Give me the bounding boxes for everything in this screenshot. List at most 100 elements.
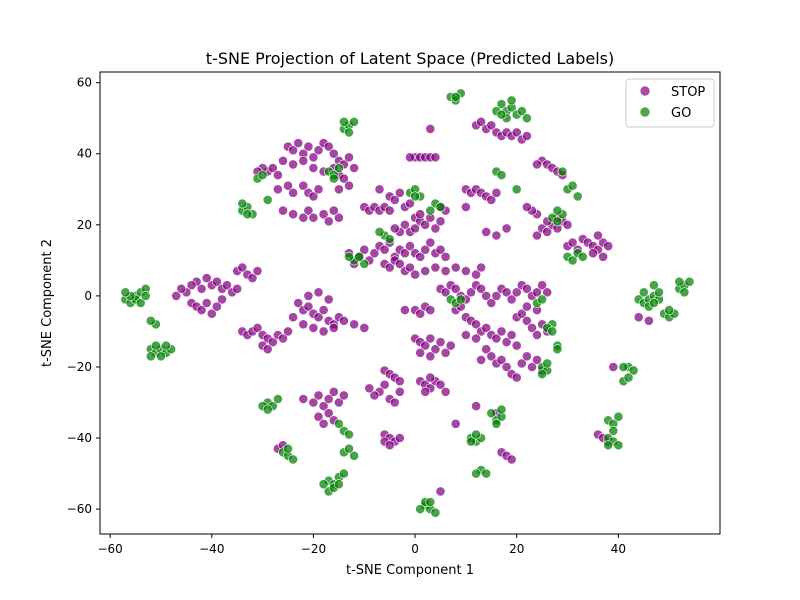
point-go [649, 280, 659, 291]
x-tick-label: 40 [611, 542, 626, 556]
point-stop [522, 202, 532, 212]
point-stop [511, 340, 522, 351]
point-go [338, 468, 349, 479]
point-stop [399, 219, 410, 230]
point-stop [425, 372, 436, 383]
point-stop [293, 138, 304, 148]
point-go [425, 497, 436, 507]
point-go [557, 166, 568, 177]
point-stop [440, 386, 451, 397]
point-go [537, 369, 547, 379]
point-stop [278, 333, 288, 344]
point-stop [328, 322, 339, 333]
point-stop [476, 354, 486, 365]
point-go [618, 362, 629, 372]
y-tick-label: −60 [67, 502, 92, 516]
point-go [338, 116, 349, 127]
point-go [359, 258, 370, 269]
point-stop [196, 305, 207, 315]
point-stop [328, 205, 339, 216]
point-go [262, 404, 273, 415]
point-stop [389, 223, 400, 234]
point-stop [481, 290, 492, 301]
point-stop [308, 322, 319, 333]
point-go [537, 294, 547, 305]
point-go [654, 287, 664, 298]
point-go [272, 394, 283, 404]
point-stop [415, 308, 426, 319]
point-stop [288, 145, 298, 156]
y-axis-label: t-SNE Component 2 [40, 239, 55, 367]
point-go [552, 216, 563, 227]
point-stop [420, 386, 431, 397]
point-go [577, 251, 588, 262]
point-stop [201, 298, 212, 308]
y-tick-label: 0 [84, 289, 92, 303]
point-stop [481, 344, 492, 355]
point-stop [420, 244, 431, 255]
point-stop [333, 212, 344, 223]
point-stop [425, 305, 436, 315]
point-go [511, 184, 522, 195]
y-tick-label: 60 [77, 76, 92, 90]
point-go [349, 450, 359, 461]
point-stop [405, 152, 415, 163]
point-go [318, 479, 329, 490]
point-stop [298, 180, 309, 191]
point-stop [501, 337, 512, 347]
point-stop [516, 308, 527, 319]
point-stop [471, 319, 481, 330]
point-stop [399, 248, 410, 259]
point-go [344, 251, 354, 262]
point-stop [522, 283, 532, 294]
point-go [415, 504, 426, 514]
points-layer [120, 88, 695, 518]
point-stop [471, 401, 481, 411]
point-go [288, 454, 298, 465]
legend-marker-stop [639, 85, 651, 97]
point-stop [532, 354, 542, 365]
point-go [161, 340, 171, 351]
point-stop [313, 184, 324, 195]
point-stop [303, 205, 314, 216]
point-stop [471, 269, 481, 280]
point-stop [405, 198, 415, 209]
point-go [450, 92, 461, 102]
point-go [135, 298, 146, 308]
point-stop [527, 322, 537, 333]
point-stop [232, 283, 243, 294]
point-stop [440, 287, 451, 298]
point-stop [272, 184, 283, 195]
point-stop [532, 287, 542, 298]
point-stop [359, 244, 370, 255]
point-stop [430, 262, 441, 273]
y-tick-label: −40 [67, 431, 92, 445]
point-stop [460, 266, 471, 276]
point-stop [506, 330, 517, 340]
point-stop [506, 454, 517, 465]
point-stop [217, 294, 227, 305]
point-stop [516, 358, 527, 369]
point-go [628, 365, 639, 376]
point-stop [435, 337, 446, 347]
point-stop [405, 262, 415, 273]
point-stop [562, 219, 573, 230]
point-stop [323, 216, 334, 227]
point-stop [308, 212, 319, 223]
point-stop [491, 187, 502, 198]
legend-label-go: GO [671, 106, 691, 121]
point-stop [303, 290, 314, 301]
point-stop [532, 330, 542, 340]
point-stop [511, 127, 522, 138]
point-stop [511, 287, 522, 298]
point-stop [283, 326, 293, 337]
point-stop [440, 266, 451, 276]
point-stop [425, 123, 436, 134]
point-stop [511, 372, 522, 383]
x-tick-label: 0 [411, 542, 419, 556]
point-stop [486, 120, 497, 131]
point-stop [323, 294, 334, 305]
point-go [425, 205, 436, 216]
point-go [140, 290, 151, 301]
point-stop [644, 315, 654, 326]
